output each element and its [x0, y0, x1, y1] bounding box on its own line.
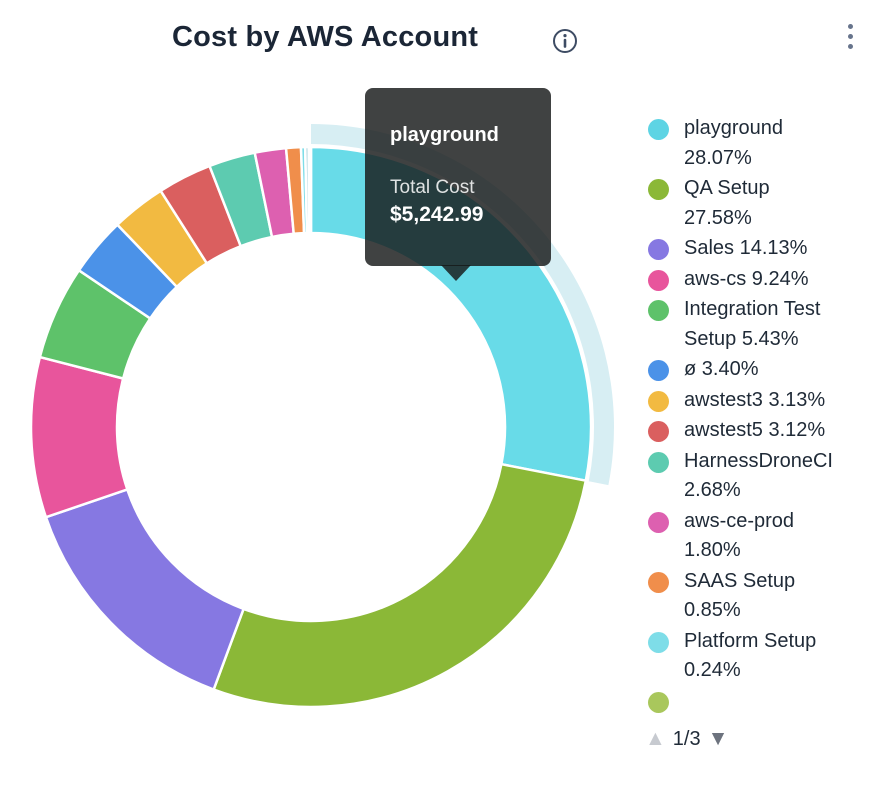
donut-slice-other[interactable]: [307, 145, 313, 235]
legend-label: Sales 14.13%: [684, 237, 808, 259]
legend-label: aws-cs 9.24%: [684, 267, 809, 290]
legend-item[interactable]: Integration Test Setup 5.43%: [648, 295, 880, 354]
tooltip-arrow: [441, 265, 471, 281]
legend-bullet-icon: [648, 239, 669, 260]
legend-item[interactable]: QA Setup 27.58%: [648, 174, 880, 233]
legend-label: awstest3 3.13%: [684, 388, 826, 411]
legend-item[interactable]: awstest5 3.12%: [648, 416, 880, 446]
legend-bullet-icon: [648, 300, 669, 321]
legend-item[interactable]: Sales 14.13%: [648, 234, 880, 264]
legend-bullet-icon: [648, 451, 669, 473]
legend-item[interactable]: SAAS Setup 0.85%: [648, 567, 880, 626]
legend-bullet-icon: [648, 119, 669, 140]
legend-item[interactable]: Platform Setup 0.24%: [648, 627, 880, 686]
legend-item[interactable]: HarnessDroneCI 2.68%: [648, 447, 880, 506]
legend-label: ø 3.40%: [684, 358, 759, 380]
donut-slice-qa-setup[interactable]: [212, 462, 588, 709]
legend-item[interactable]: ø 3.40%: [648, 355, 880, 385]
kebab-menu-icon[interactable]: [838, 24, 862, 64]
legend-label: HarnessDroneCI 2.68%: [684, 449, 833, 502]
legend-label: aws-ce-prod 1.80%: [684, 509, 795, 562]
tooltip-value: $5,242.99: [390, 203, 484, 226]
legend-label: playground 28.07%: [684, 117, 783, 169]
legend-label: SAAS Setup 0.85%: [684, 569, 796, 622]
legend-bullet-icon: [648, 631, 669, 653]
legend-page-indicator: 1/3: [672, 727, 701, 750]
legend-page-up-icon[interactable]: ▲: [645, 727, 666, 750]
legend-item[interactable]: awstest3 3.13%: [648, 386, 880, 416]
legend-bullet-icon: [648, 511, 669, 533]
legend-bullet-icon: [648, 571, 669, 593]
tooltip-label: Total Cost: [390, 177, 475, 198]
legend-bullet-icon: [648, 691, 669, 713]
legend-bullet-icon: [648, 360, 669, 381]
legend-label: awstest5 3.12%: [684, 419, 826, 441]
chart-tooltip: playground Total Cost $5,242.99: [365, 88, 551, 281]
legend-item[interactable]: aws-cs 9.24%: [648, 265, 880, 295]
legend-page-down-icon[interactable]: ▼: [707, 727, 729, 750]
donut-slice-aws-cs[interactable]: [29, 355, 129, 519]
legend-bullet-icon: [648, 269, 669, 291]
legend-bullet-icon: [648, 179, 669, 200]
chart-legend: playground 28.07% QA Setup 27.58% Sales 14…: [648, 114, 880, 720]
info-icon[interactable]: [552, 28, 578, 54]
donut-slice-sales[interactable]: [44, 488, 245, 691]
legend-label: Platform Setup 0.24%: [684, 629, 817, 682]
legend-item[interactable]: aws-ce-prod 1.80%: [648, 507, 880, 566]
legend-item[interactable]: playground 28.07%: [648, 114, 880, 173]
legend-pagination: ▲ 1/3 ▼: [645, 727, 728, 751]
tooltip-series-name: playground: [390, 124, 499, 146]
legend-bullet-icon: [648, 390, 669, 412]
legend-item[interactable]: [648, 687, 880, 713]
page-title: Cost by AWS Account: [172, 21, 479, 53]
legend-bullet-icon: [648, 421, 669, 442]
legend-label: QA Setup 27.58%: [684, 177, 770, 229]
legend-label: Integration Test Setup 5.43%: [684, 298, 821, 350]
